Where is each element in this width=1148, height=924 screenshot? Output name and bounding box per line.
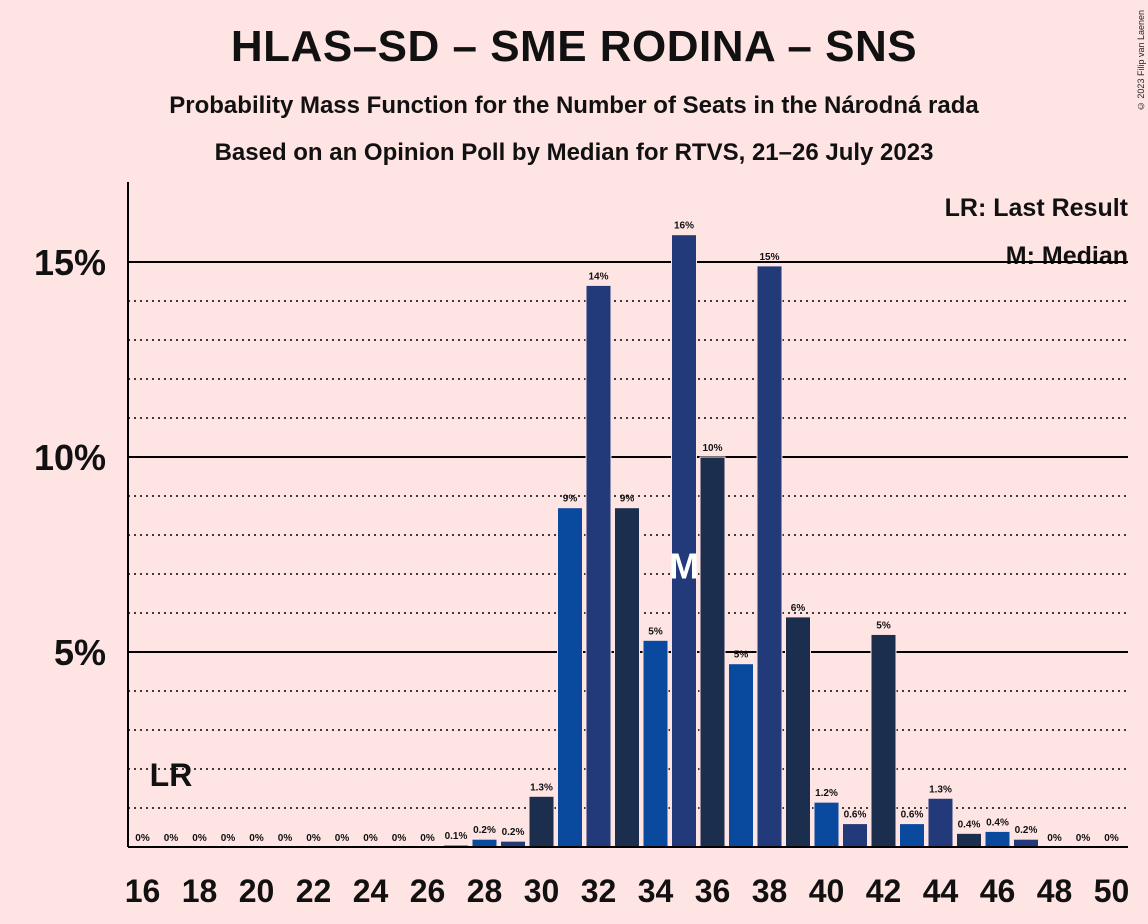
- x-tick-label-30: 30: [524, 873, 560, 909]
- data-label-seats-35: 16%: [674, 221, 694, 232]
- data-label-seats-26: 0%: [420, 833, 435, 844]
- x-tick-label-26: 26: [410, 873, 446, 909]
- data-label-seats-30: 1.3%: [530, 782, 553, 793]
- bar-seats-41: [842, 823, 868, 848]
- data-label-seats-42: 5%: [876, 620, 891, 631]
- legend-median: M: Median: [1005, 242, 1128, 270]
- x-tick-label-20: 20: [239, 873, 275, 909]
- x-tick-label-42: 42: [866, 873, 902, 909]
- bar-seats-40: [813, 801, 840, 848]
- data-label-seats-28: 0.2%: [473, 825, 496, 836]
- bar-seats-39: [785, 616, 811, 848]
- x-tick-label-40: 40: [809, 873, 845, 909]
- x-tick-label-32: 32: [581, 873, 617, 909]
- data-label-seats-31: 9%: [563, 494, 578, 505]
- data-label-seats-41: 0.6%: [844, 810, 867, 821]
- median-marker: M: [669, 545, 699, 586]
- data-label-seats-46: 0.4%: [986, 817, 1009, 828]
- bar-seats-38: [756, 265, 783, 848]
- data-label-seats-22: 0%: [306, 833, 321, 844]
- bar-seats-46: [984, 830, 1011, 848]
- x-tick-label-24: 24: [353, 873, 389, 909]
- data-label-seats-19: 0%: [221, 833, 236, 844]
- data-label-seats-32: 14%: [588, 271, 608, 282]
- bar-seats-32: [585, 284, 612, 848]
- bar-seats-37: [728, 663, 754, 848]
- x-tick-label-34: 34: [638, 873, 674, 909]
- y-tick-label-5: 5%: [54, 632, 106, 673]
- chart-source-line: Based on an Opinion Poll by Median for R…: [214, 139, 934, 166]
- data-label-seats-45: 0.4%: [958, 819, 981, 830]
- y-tick-label-10: 10%: [34, 437, 106, 478]
- bar-seats-43: [899, 823, 925, 848]
- legend-last-result: LR: Last Result: [944, 194, 1128, 222]
- data-label-seats-23: 0%: [335, 833, 350, 844]
- bar-seats-44: [927, 797, 954, 848]
- x-tick-label-16: 16: [125, 873, 161, 909]
- bar-seats-35: [671, 234, 697, 848]
- chart-subtitle: Probability Mass Function for the Number…: [169, 92, 979, 119]
- legend: LR: Last Result M: Median: [945, 184, 1128, 280]
- x-tick-label-28: 28: [467, 873, 503, 909]
- y-tick-label-15: 15%: [34, 242, 106, 283]
- x-tick-label-48: 48: [1037, 873, 1073, 909]
- data-label-seats-38: 15%: [759, 252, 779, 263]
- bar-labels: 0% 0% 0% 0% 0% 0% 0% 0% 0% 0% 0% 0.1% 0.2% 0.2% 1.3% 9%…: [135, 221, 1119, 844]
- x-tick-label-18: 18: [182, 873, 218, 909]
- markers: M LR: [150, 545, 699, 793]
- bar-seats-30: [528, 795, 555, 848]
- x-tick-label-22: 22: [296, 873, 332, 909]
- data-label-seats-36: 10%: [702, 443, 722, 454]
- chart-title: HLAS–SD – SME RODINA – SNS: [230, 22, 918, 71]
- x-tick-label-46: 46: [980, 873, 1016, 909]
- data-label-seats-16: 0%: [135, 833, 150, 844]
- x-tick-label-50: 50: [1094, 873, 1130, 909]
- bars: [443, 234, 1039, 848]
- bar-seats-28: [471, 838, 498, 848]
- bar-seats-31: [557, 507, 583, 848]
- bar-seats-34: [642, 639, 669, 848]
- data-label-seats-49: 0%: [1076, 833, 1091, 844]
- x-tick-label-44: 44: [923, 873, 959, 909]
- data-label-seats-20: 0%: [249, 833, 264, 844]
- data-label-seats-39: 6%: [791, 603, 806, 614]
- data-label-seats-37: 5%: [734, 650, 749, 661]
- data-label-seats-47: 0.2%: [1015, 825, 1038, 836]
- bar-seats-45: [956, 832, 982, 848]
- data-label-seats-43: 0.6%: [901, 810, 924, 821]
- data-label-seats-24: 0%: [363, 833, 378, 844]
- bar-seats-42: [870, 633, 897, 848]
- bar-seats-36: [699, 456, 726, 848]
- data-label-seats-17: 0%: [164, 833, 179, 844]
- x-tick-label-38: 38: [752, 873, 788, 909]
- data-label-seats-50: 0%: [1104, 833, 1119, 844]
- data-label-seats-25: 0%: [392, 833, 407, 844]
- bar-seats-47: [1013, 838, 1039, 848]
- bar-seats-33: [614, 507, 640, 848]
- data-label-seats-48: 0%: [1047, 833, 1062, 844]
- data-label-seats-18: 0%: [192, 833, 207, 844]
- data-label-seats-34: 5%: [648, 626, 663, 637]
- data-label-seats-40: 1.2%: [815, 788, 838, 799]
- axes: 5% 10% 15% 16 18 20 22 24 26 28 30 32 34 36 38 40 42 44 46…: [34, 182, 1129, 909]
- data-label-seats-44: 1.3%: [929, 784, 952, 795]
- data-label-seats-29: 0.2%: [502, 827, 525, 838]
- x-tick-label-36: 36: [695, 873, 731, 909]
- data-label-seats-33: 9%: [620, 494, 635, 505]
- data-label-seats-21: 0%: [278, 833, 293, 844]
- data-label-seats-27: 0.1%: [445, 831, 468, 842]
- last-result-marker: LR: [150, 757, 193, 793]
